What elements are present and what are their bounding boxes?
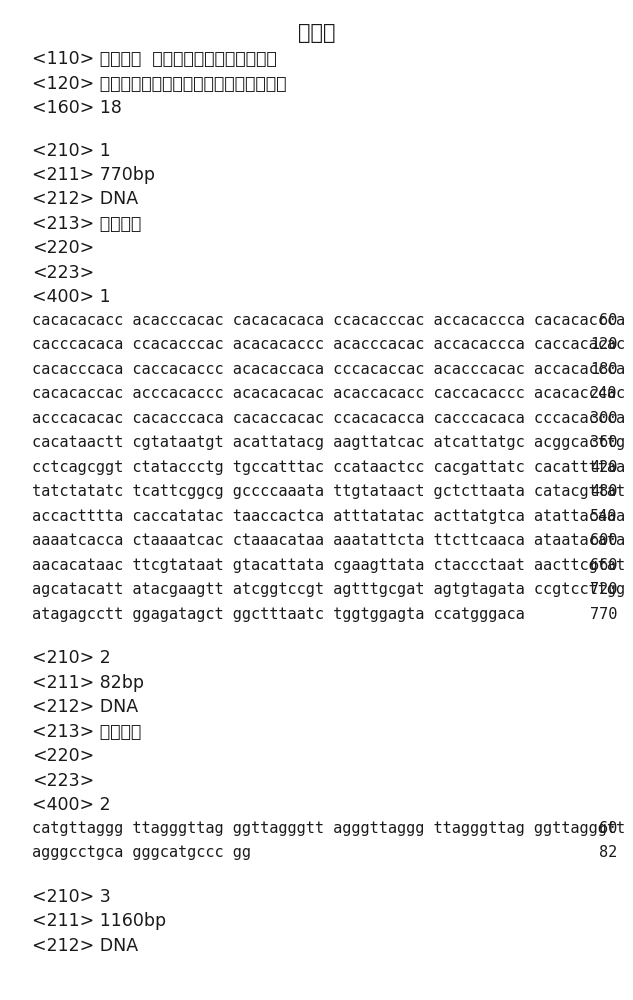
Text: <210> 3: <210> 3 — [32, 888, 110, 906]
Text: <223>: <223> — [32, 772, 94, 790]
Text: <400> 1: <400> 1 — [32, 288, 110, 306]
Text: <110> 清华大学  无锡青兰生物科技有限公司: <110> 清华大学 无锡青兰生物科技有限公司 — [32, 50, 277, 68]
Text: <210> 1: <210> 1 — [32, 141, 110, 159]
Text: 770: 770 — [590, 607, 617, 622]
Text: <220>: <220> — [32, 747, 94, 765]
Text: <400> 2: <400> 2 — [32, 796, 110, 814]
Text: cacataactt cgtataatgt acattatacg aagttatcac atcattatgc acggcacttg: cacataactt cgtataatgt acattatacg aagttat… — [32, 435, 625, 450]
Text: 540: 540 — [590, 509, 617, 524]
Text: <211> 1160bp: <211> 1160bp — [32, 912, 166, 930]
Text: 240: 240 — [590, 386, 617, 401]
Text: cacccacaca ccacacccac acacacaccc acacccacac accacaccca caccacacac: cacccacaca ccacacccac acacacaccc acaccca… — [32, 337, 625, 352]
Text: accactttta caccatatac taaccactca atttatatac acttatgtca atattacaaa: accactttta caccatatac taaccactca atttata… — [32, 509, 625, 524]
Text: agcatacatt atacgaagtt atcggtccgt agtttgcgat agtgtagata ccgtccttgg: agcatacatt atacgaagtt atcggtccgt agtttgc… — [32, 582, 625, 597]
Text: 60: 60 — [599, 821, 617, 836]
Text: 82: 82 — [599, 845, 617, 860]
Text: <210> 2: <210> 2 — [32, 649, 110, 667]
Text: <223>: <223> — [32, 264, 94, 282]
Text: <212> DNA: <212> DNA — [32, 698, 138, 716]
Text: cctcagcggt ctataccctg tgccatttac ccataactcc cacgattatc cacattttaa: cctcagcggt ctataccctg tgccatttac ccataac… — [32, 460, 625, 475]
Text: catgttaggg ttagggttag ggttagggtt agggttaggg ttagggttag ggttagggtt: catgttaggg ttagggttag ggttagggtt agggtta… — [32, 821, 625, 836]
Text: cacacaccac acccacaccc acacacacac acaccacacc caccacaccc acacacccac: cacacaccac acccacaccc acacacacac acaccac… — [32, 386, 625, 401]
Text: aacacataac ttcgtataat gtacattata cgaagttata ctaccctaat aacttcgtat: aacacataac ttcgtataat gtacattata cgaagtt… — [32, 558, 625, 573]
Text: <213> 人工序列: <213> 人工序列 — [32, 723, 141, 741]
Text: tatctatatc tcattcggcg gccccaaata ttgtataact gctcttaata catacgttat: tatctatatc tcattcggcg gccccaaata ttgtata… — [32, 484, 625, 499]
Text: aaaatcacca ctaaaatcac ctaaacataa aaatattcta ttcttcaaca ataatacata: aaaatcacca ctaaaatcac ctaaacataa aaatatt… — [32, 533, 625, 548]
Text: <220>: <220> — [32, 239, 94, 257]
Text: 120: 120 — [590, 337, 617, 352]
Text: acccacacac cacacccaca cacaccacac ccacacacca cacccacaca cccacaccca: acccacacac cacacccaca cacaccacac ccacaca… — [32, 411, 625, 426]
Text: 180: 180 — [590, 362, 617, 377]
Text: cacacacacc acacccacac cacacacacа ccacacccac accacaccca cacacaccca: cacacacacc acacccacac cacacacacа ccacacc… — [32, 313, 625, 328]
Text: 420: 420 — [590, 460, 617, 475]
Text: <120> 一种酿酒酵母染色体及其构建方法与应用: <120> 一种酿酒酵母染色体及其构建方法与应用 — [32, 75, 286, 93]
Text: agggcctgca gggcatgccc gg: agggcctgca gggcatgccc gg — [32, 845, 251, 860]
Text: <160> 18: <160> 18 — [32, 99, 122, 117]
Text: 480: 480 — [590, 484, 617, 499]
Text: cacacccaca caccacaccc acacaccaca cccacaccac acacccacac accacaccca: cacacccaca caccacaccc acacaccaca cccacac… — [32, 362, 625, 377]
Text: <211> 82bp: <211> 82bp — [32, 674, 144, 692]
Text: 300: 300 — [590, 411, 617, 426]
Text: 序列表: 序列表 — [298, 23, 335, 43]
Text: <212> DNA: <212> DNA — [32, 190, 138, 208]
Text: 60: 60 — [599, 313, 617, 328]
Text: <211> 770bp: <211> 770bp — [32, 166, 154, 184]
Text: <212> DNA: <212> DNA — [32, 937, 138, 955]
Text: <213> 人工序列: <213> 人工序列 — [32, 215, 141, 233]
Text: 360: 360 — [590, 435, 617, 450]
Text: atagagcctt ggagatagct ggctttaatc tggtggagta ccatgggaca: atagagcctt ggagatagct ggctttaatc tggtgga… — [32, 607, 524, 622]
Text: 600: 600 — [590, 533, 617, 548]
Text: 660: 660 — [590, 558, 617, 573]
Text: 720: 720 — [590, 582, 617, 597]
